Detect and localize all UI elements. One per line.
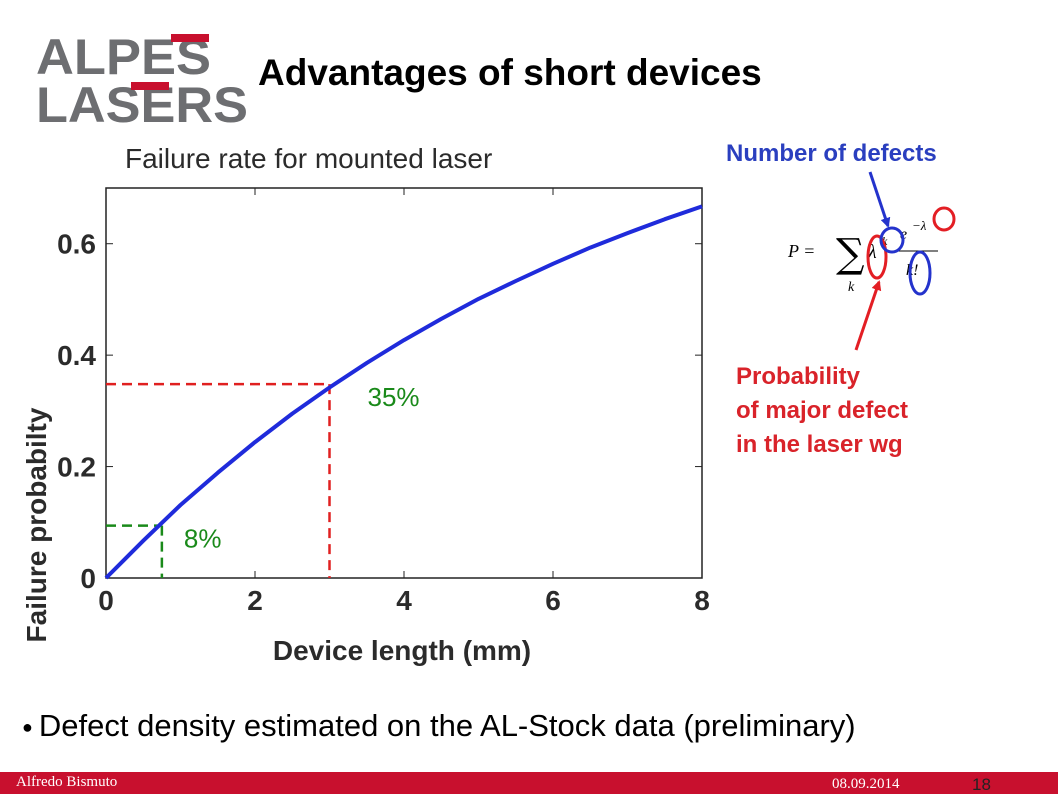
logo-red-stripe-1 <box>171 34 209 42</box>
exp-term: e <box>900 226 907 243</box>
footer-author: Alfredo Bismuto <box>16 774 118 790</box>
x-tick-label: 6 <box>545 585 561 616</box>
alpes-lasers-logo: ALPES LASERS <box>36 32 251 127</box>
series-line <box>104 204 703 580</box>
y-tick-label: 0 <box>80 563 96 594</box>
probability-label: Probability of major defect in the laser… <box>736 360 908 462</box>
y-tick-label: 0.2 <box>57 452 96 483</box>
footer-bar <box>0 772 1058 794</box>
red-circle-top-right <box>932 206 956 232</box>
annotation-label: 8% <box>184 524 222 554</box>
page-number: 18 <box>972 775 991 794</box>
logo-red-stripe-2 <box>131 82 169 90</box>
probability-label-line2: of major defect <box>736 397 909 424</box>
lambda-symbol: λ <box>867 241 877 263</box>
y-tick-label: 0.4 <box>57 340 96 371</box>
failure-rate-chart: Failure rate for mounted laser Failure p… <box>0 130 720 675</box>
bullet-text: Defect density estimated on the AL-Stock… <box>38 708 856 743</box>
number-of-defects-label: Number of defects <box>726 140 937 167</box>
bullet-dot: ● <box>22 717 33 738</box>
chart-title: Failure rate for mounted laser <box>125 143 492 174</box>
bullet-point: ● Defect density estimated on the AL-Stoc… <box>22 708 856 744</box>
probability-label-line3: in the laser wg <box>736 431 903 458</box>
lambda-exponent: k <box>882 234 888 248</box>
red-circle-lambda <box>866 234 888 280</box>
formula-lhs: P = <box>787 241 815 261</box>
blue-pointer-arrow <box>868 171 891 228</box>
x-tick-label: 0 <box>98 585 114 616</box>
y-axis-label: Failure probabilty <box>21 407 52 642</box>
x-axis-label: Device length (mm) <box>273 635 531 666</box>
red-pointer-arrow <box>854 280 882 351</box>
probability-label-line1: Probability <box>736 363 861 390</box>
page-title: Advantages of short devices <box>258 52 762 93</box>
footer-date: 08.09.2014 <box>832 776 900 792</box>
x-tick-label: 4 <box>396 585 412 616</box>
y-tick-label: 0.6 <box>57 229 96 260</box>
annotation-label: 35% <box>368 382 420 412</box>
poisson-formula: P = ∑ k λ k e −λ k! <box>760 195 1000 365</box>
exp-power: −λ <box>912 218 927 233</box>
x-tick-label: 8 <box>694 585 710 616</box>
sum-index: k <box>848 280 855 295</box>
blue-circle-k-exponent <box>879 226 905 254</box>
x-tick-label: 2 <box>247 585 263 616</box>
blue-circle-k-factorial <box>908 250 932 296</box>
sum-symbol: ∑ <box>836 231 865 277</box>
